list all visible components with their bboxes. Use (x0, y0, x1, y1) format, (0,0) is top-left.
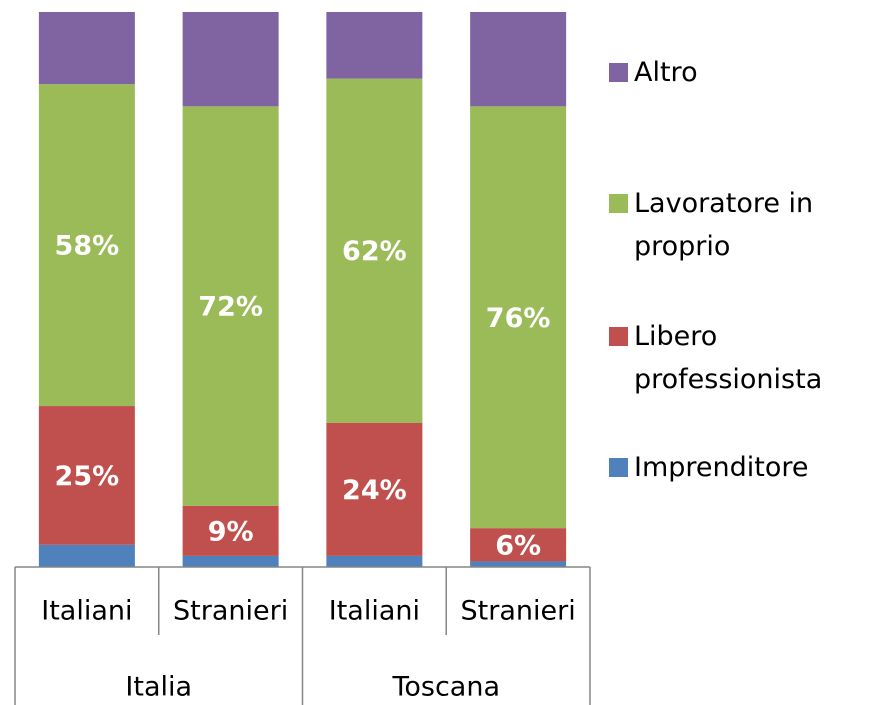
bar-segment (182, 505, 279, 556)
legend-item: Lavoratore in proprio (606, 182, 849, 268)
bar-segment (182, 106, 279, 506)
data-label: 58% (55, 231, 120, 262)
legend-item: Imprenditore (606, 446, 849, 489)
data-label: 25% (55, 461, 120, 492)
bar-segment (38, 84, 135, 407)
legend-label: Libero professionista (634, 321, 823, 395)
bar-segment (38, 544, 135, 567)
legend-swatch (609, 194, 628, 213)
data-label: 62% (342, 236, 407, 267)
bar-segment (38, 406, 135, 545)
legend-swatch (609, 458, 628, 477)
bar-segment (326, 422, 423, 556)
bar-segment (38, 12, 135, 85)
bar-segment (182, 555, 279, 567)
data-label: 24% (342, 475, 407, 506)
group-label: Italia (125, 672, 192, 703)
data-label: 6% (495, 530, 541, 561)
legend-swatch (609, 63, 628, 82)
x-tick-label: Stranieri (461, 596, 576, 627)
x-tick-label: Stranieri (173, 596, 288, 627)
data-label: 76% (486, 303, 551, 334)
bar-segment (326, 12, 423, 79)
x-tick-label: Italiani (41, 596, 132, 627)
data-label: 9% (208, 516, 254, 547)
bar-segment (182, 12, 279, 107)
group-label: Toscana (391, 672, 500, 703)
bar-segment (326, 555, 423, 567)
legend-label: Altro (634, 57, 698, 88)
legend-label: Lavoratore in proprio (634, 188, 814, 262)
bar-segment (470, 528, 567, 562)
legend-item: Altro (606, 51, 849, 94)
x-tick-label: Italiani (329, 596, 420, 627)
bar-segment (470, 561, 567, 567)
legend-label: Imprenditore (634, 452, 809, 483)
bar-segment (470, 106, 567, 529)
data-label: 72% (198, 292, 263, 323)
legend-swatch (609, 327, 628, 346)
bar-segment (470, 12, 567, 107)
legend-item: Libero professionista (606, 315, 849, 401)
bar-segment (326, 78, 423, 423)
